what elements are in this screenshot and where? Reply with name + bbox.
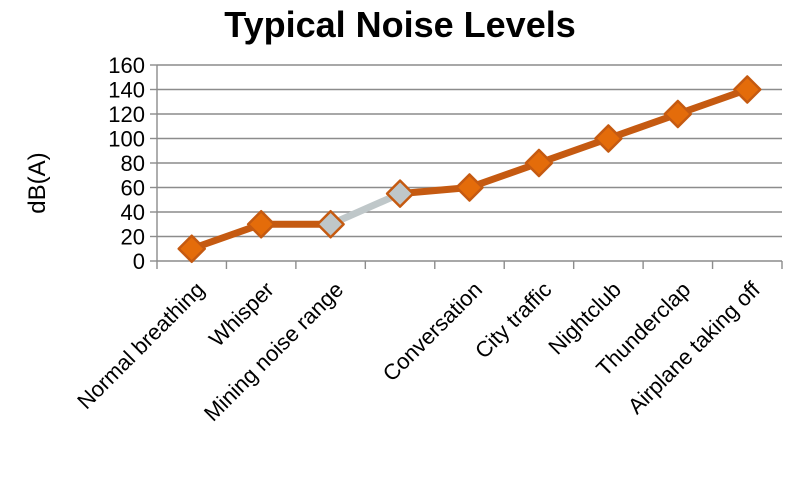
grid-lines: [150, 64, 783, 269]
y-tick-label: 40: [121, 200, 145, 225]
data-point-marker: [733, 75, 762, 104]
y-tick-label: 60: [121, 176, 145, 201]
series-segment: [188, 220, 265, 253]
data-point-marker: [594, 124, 623, 153]
data-point-marker: [524, 148, 554, 178]
data-point-marker: [316, 210, 345, 239]
y-tick-label: 80: [121, 151, 145, 176]
data-point-marker: [385, 179, 415, 208]
data-markers: [177, 75, 762, 263]
x-category-label: Normal breathing: [72, 277, 209, 414]
series-segment-highlight: [327, 190, 404, 228]
data-point-marker: [246, 210, 276, 239]
series-segment: [674, 86, 751, 118]
y-tick-label: 0: [133, 249, 145, 274]
x-category-label: Airplane taking off: [623, 276, 766, 419]
y-tick-label: 120: [108, 102, 145, 127]
chart-title: Typical Noise Levels: [224, 4, 576, 45]
data-point-marker: [663, 99, 693, 129]
y-tick-label: 160: [108, 53, 145, 78]
y-axis-title: dB(A): [24, 152, 51, 213]
x-category-label: City traffic: [470, 277, 557, 364]
y-tick-label: 20: [121, 225, 145, 250]
data-point-marker: [455, 173, 484, 202]
data-point-marker: [177, 234, 206, 263]
y-tick-label: 100: [108, 127, 145, 152]
series-segment: [466, 159, 543, 191]
x-category-label: Conversation: [378, 277, 487, 386]
series-segment: [535, 135, 612, 167]
y-tick-label: 140: [108, 78, 145, 103]
series-segment: [604, 110, 682, 142]
series-line: [188, 86, 751, 253]
